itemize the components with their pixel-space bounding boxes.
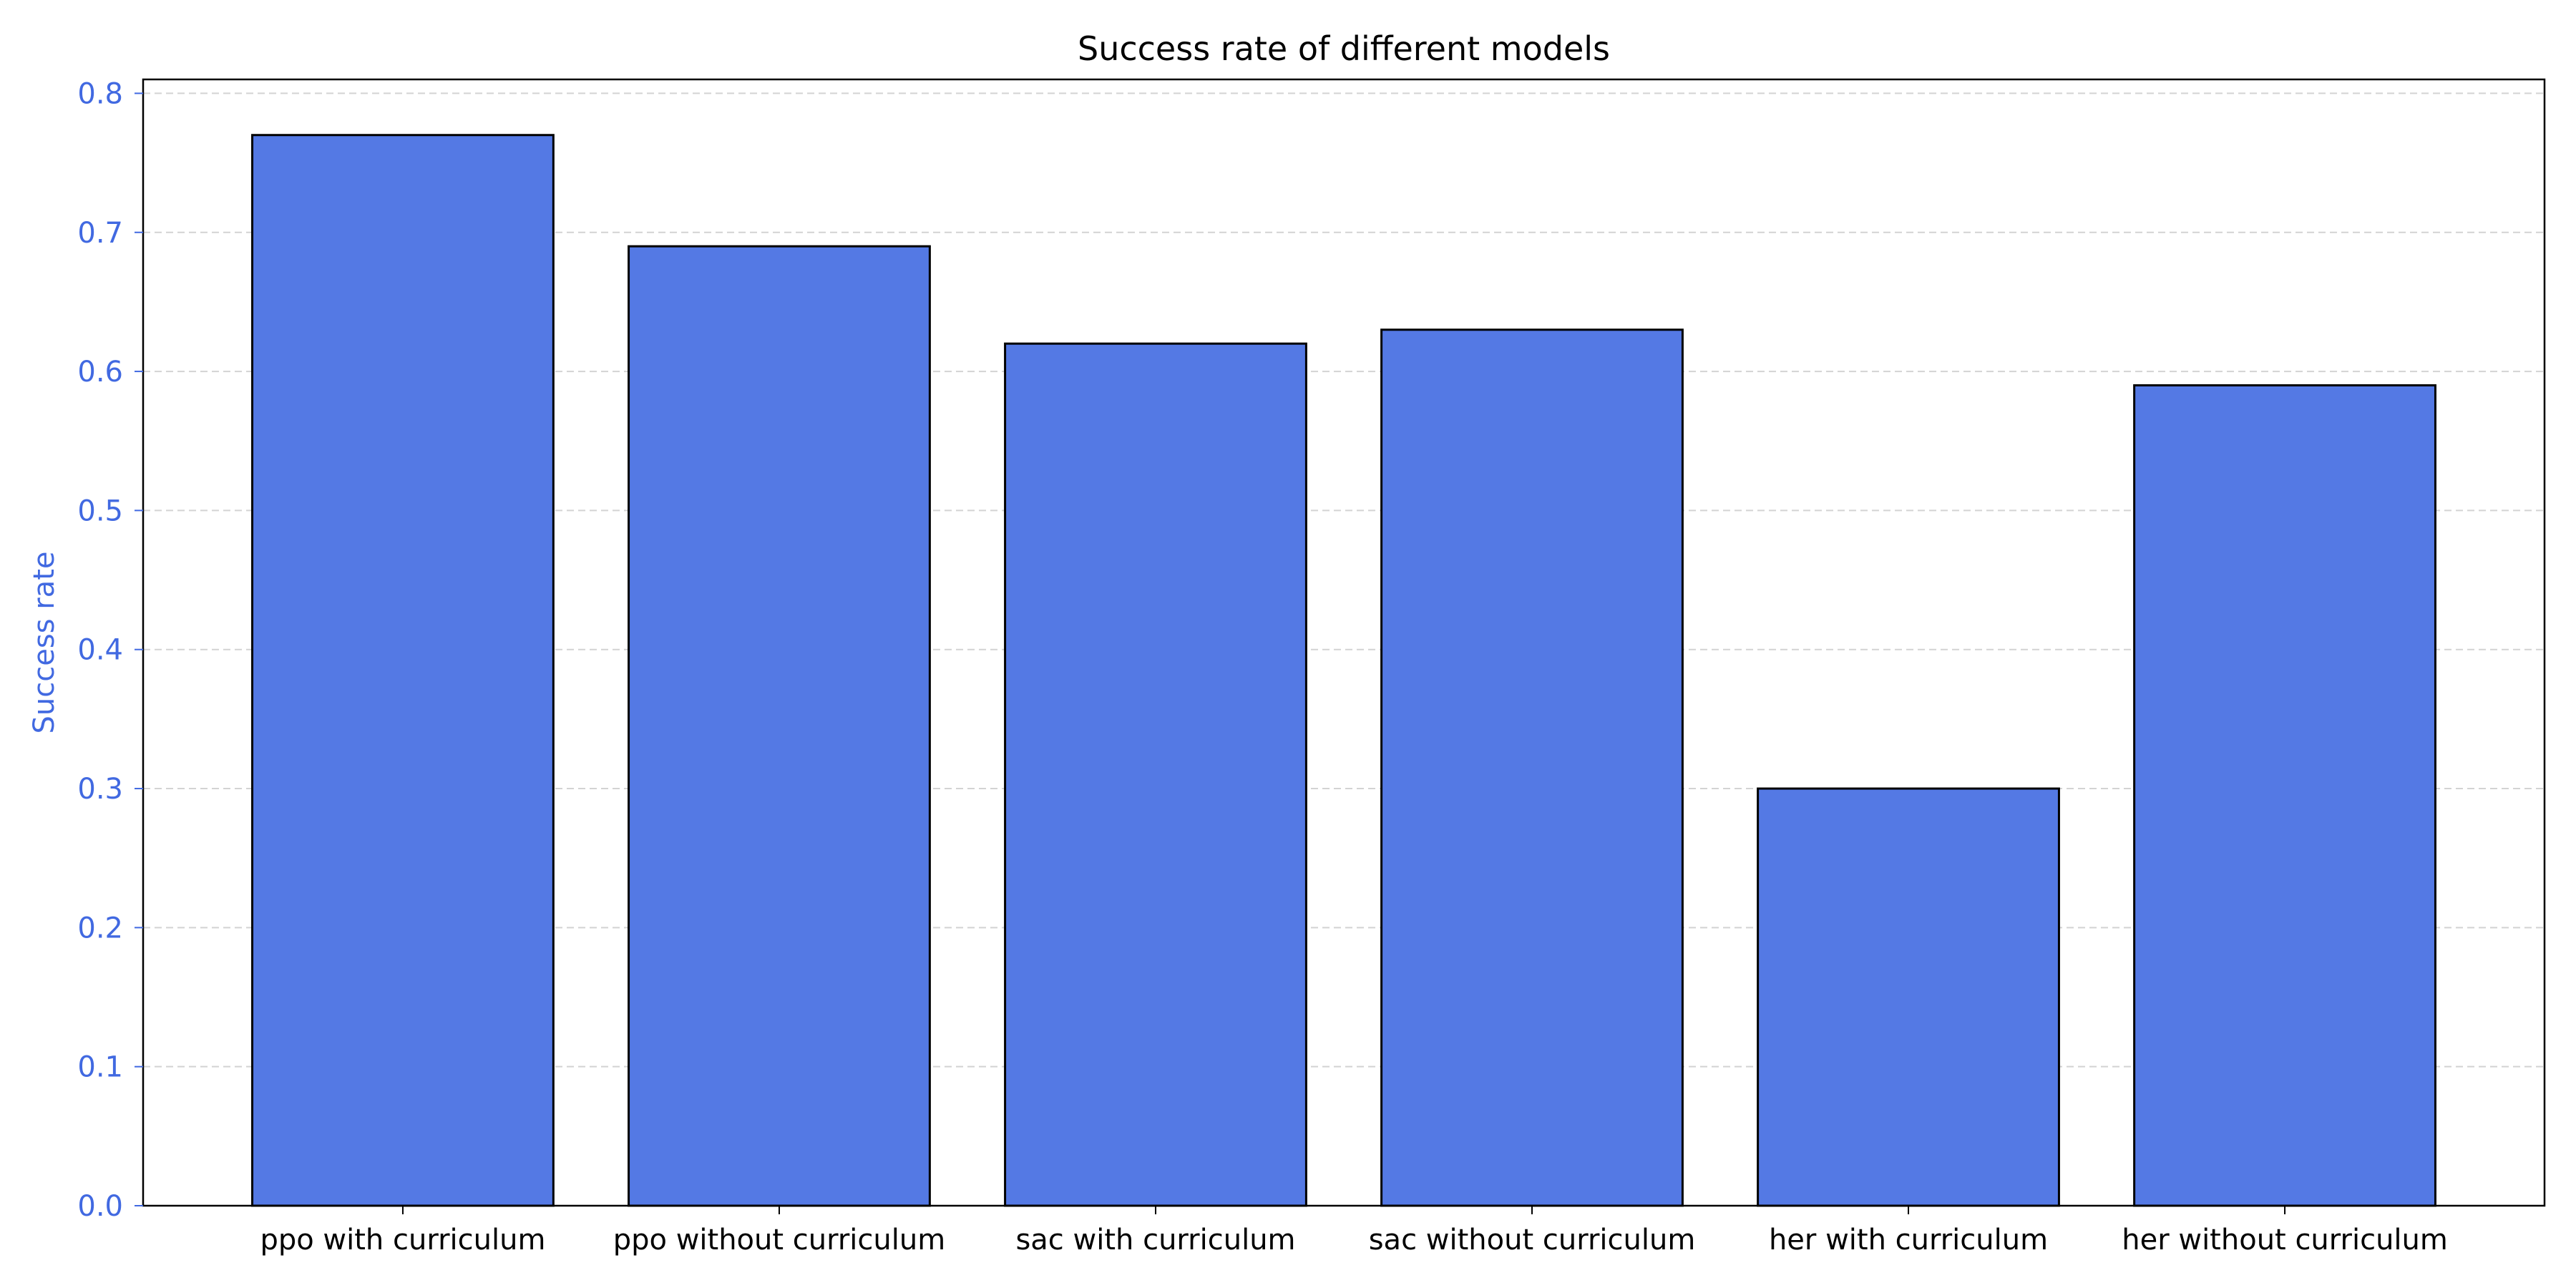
- y-tick-label: 0.8: [77, 77, 123, 110]
- chart-title: Success rate of different models: [1078, 29, 1610, 68]
- y-tick-label: 0.6: [77, 356, 123, 389]
- y-axis-label: Success rate: [28, 552, 61, 734]
- y-tick-label: 0.5: [77, 494, 123, 527]
- y-tick-label: 0.4: [77, 634, 123, 667]
- y-tick-label: 0.2: [77, 912, 123, 945]
- plot-frame: [142, 78, 2546, 1207]
- y-tick-label: 0.3: [77, 773, 123, 806]
- bar: [628, 245, 931, 1207]
- bars: [251, 134, 2436, 1207]
- bar: [1380, 328, 1684, 1207]
- bar: [1004, 342, 1307, 1207]
- axes: [142, 78, 2546, 1207]
- y-tick-label: 0.0: [77, 1190, 123, 1223]
- bar: [2133, 384, 2436, 1207]
- x-tick-label: sac with curriculum: [1015, 1224, 1295, 1257]
- x-tick-label: her with curriculum: [1769, 1224, 2048, 1257]
- ticks: 0.0 0.1 0.2 0.3 0.4 0.5 0.6 0.7 0.8 ppo with curr…: [77, 77, 2447, 1257]
- y-tick-label: 0.1: [77, 1051, 123, 1084]
- bar: [251, 134, 555, 1207]
- x-tick-label: ppo with curriculum: [260, 1224, 545, 1257]
- x-tick-label: ppo without curriculum: [613, 1224, 945, 1257]
- x-tick-label: her without curriculum: [2122, 1224, 2448, 1257]
- bar: [1757, 787, 2060, 1207]
- x-tick-label: sac without curriculum: [1369, 1224, 1696, 1257]
- y-tick-label: 0.7: [77, 217, 123, 250]
